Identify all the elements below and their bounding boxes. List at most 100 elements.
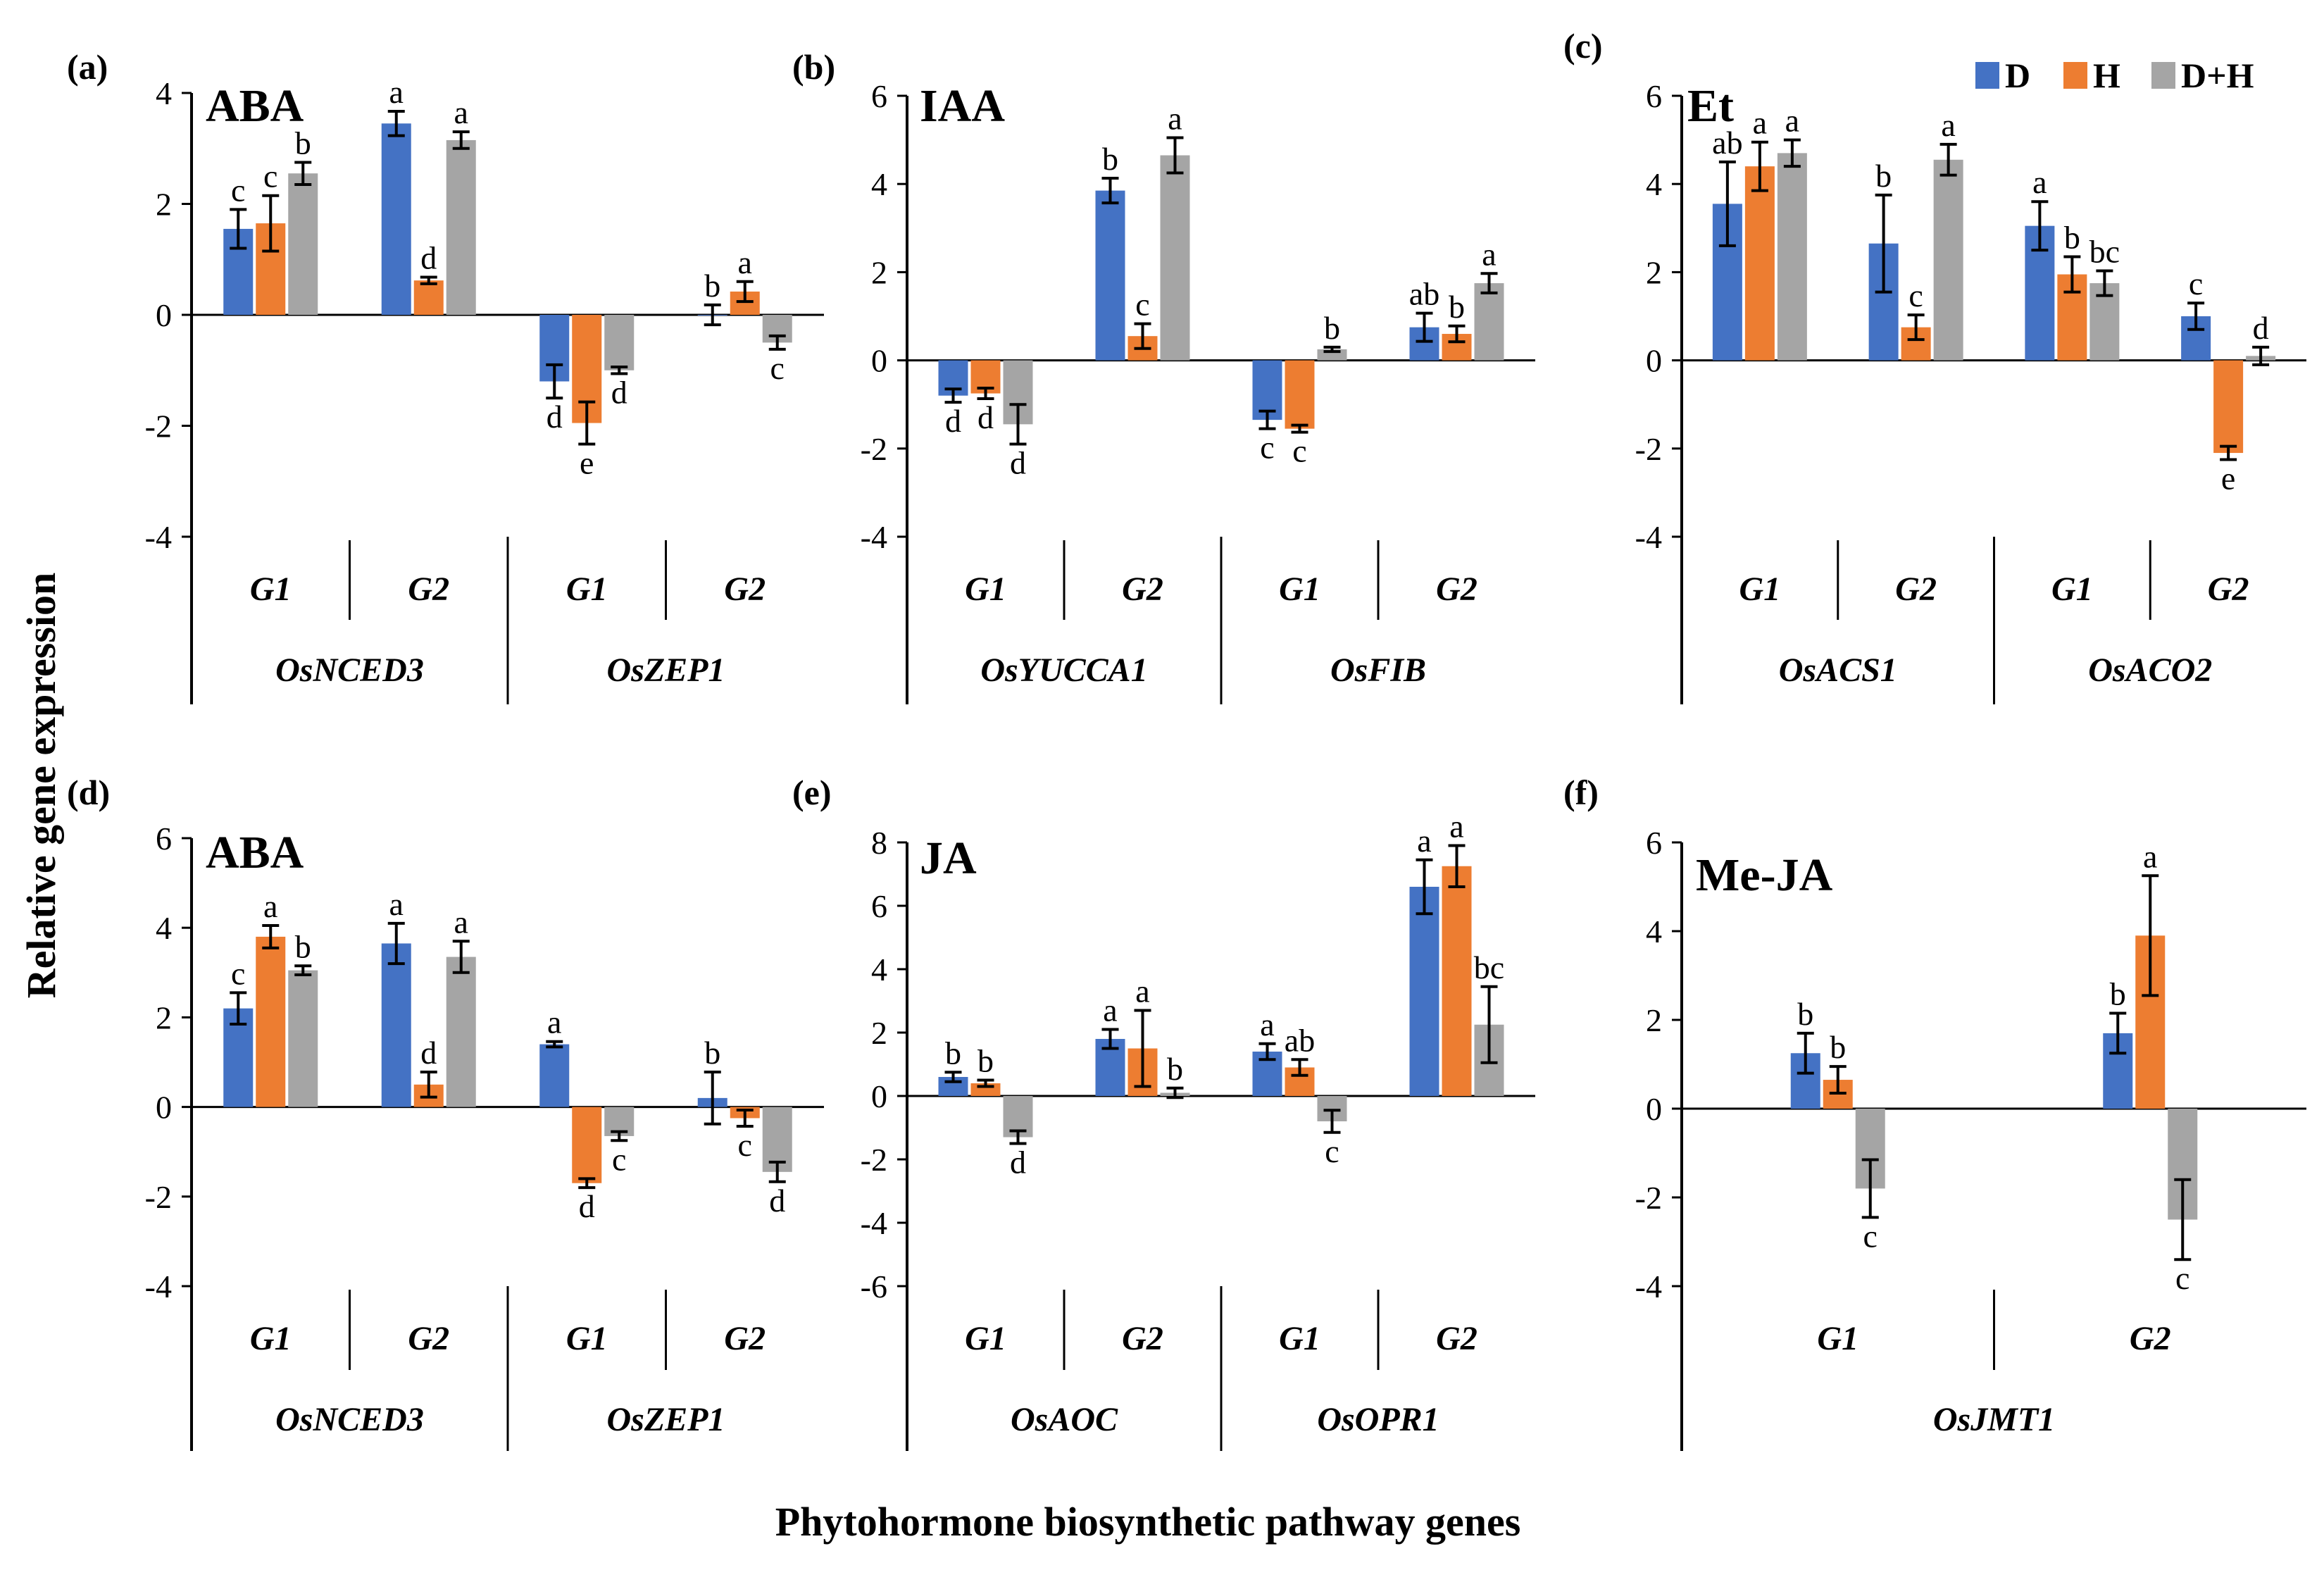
y-tick-label: 2	[871, 254, 887, 290]
y-tick-label: -2	[145, 409, 172, 444]
category-label: G2	[408, 571, 449, 608]
y-tick-label: -4	[1635, 1269, 1662, 1304]
y-tick-label: 2	[1646, 254, 1662, 290]
y-tick-label: 4	[156, 910, 172, 946]
significance-letter: b	[1875, 158, 1892, 194]
significance-letter: a	[263, 888, 277, 924]
y-tick-label: -4	[145, 1269, 172, 1304]
significance-letter: ab	[1712, 125, 1742, 161]
y-tick-label: -2	[861, 1142, 887, 1178]
significance-letter: b	[704, 268, 720, 304]
y-tick-label: 0	[871, 343, 887, 379]
y-tick-label: 0	[156, 297, 172, 333]
bar-h	[413, 280, 444, 315]
category-label: G2	[1122, 1320, 1163, 1357]
significance-letter: a	[1449, 809, 1463, 845]
significance-letter: a	[547, 1004, 561, 1040]
bar-dplush	[1160, 155, 1190, 361]
hormone-title: Et	[1687, 80, 1734, 132]
significance-letter: a	[454, 94, 468, 130]
significance-letter: c	[612, 1141, 626, 1177]
bar-h	[572, 1107, 602, 1183]
y-tick-label: -6	[861, 1269, 887, 1304]
gene-label: OsNCED3	[275, 652, 424, 689]
legend-label: D+H	[2181, 56, 2254, 95]
y-tick-label: 6	[871, 888, 887, 924]
bar-dplush	[1777, 153, 1807, 361]
legend-swatch	[2063, 62, 2087, 89]
significance-letter: a	[1168, 100, 1182, 136]
y-tick-label: 2	[156, 999, 172, 1035]
significance-letter: d	[579, 1188, 595, 1224]
significance-letter: bc	[1474, 949, 1504, 985]
gene-label: OsACO2	[2088, 652, 2212, 689]
gene-label: OsOPR1	[1317, 1401, 1439, 1438]
y-tick-label: 2	[871, 1015, 887, 1051]
significance-letter: c	[263, 158, 277, 194]
significance-letter: b	[977, 1043, 994, 1079]
legend-label: H	[2093, 56, 2120, 95]
bar-h	[256, 936, 286, 1107]
category-label: G1	[1817, 1320, 1858, 1357]
panel-label: (d)	[67, 773, 110, 812]
y-tick-label: 0	[156, 1090, 172, 1126]
gene-label: OsZEP1	[607, 1401, 725, 1438]
category-label: G1	[2051, 571, 2093, 608]
significance-letter: e	[580, 444, 594, 480]
panel-label: (b)	[792, 47, 835, 87]
bar-dplush	[446, 957, 476, 1107]
significance-letter: d	[1010, 445, 1026, 481]
category-label: G1	[566, 571, 608, 608]
significance-letter: d	[1010, 1145, 1026, 1180]
significance-letter: c	[738, 1127, 752, 1163]
y-tick-label: -2	[1635, 1180, 1662, 1216]
y-tick-label: 6	[1646, 78, 1662, 114]
bar-h	[1442, 866, 1472, 1096]
significance-letter: d	[2253, 310, 2269, 346]
category-label: G1	[965, 1320, 1006, 1357]
bar-dplush	[446, 139, 476, 315]
category-label: G2	[2208, 571, 2249, 608]
category-label: G1	[566, 1320, 608, 1357]
significance-letter: c	[231, 955, 245, 991]
category-label: G2	[408, 1320, 449, 1357]
y-tick-label: 4	[871, 952, 887, 988]
significance-letter: b	[2110, 976, 2126, 1012]
significance-letter: a	[2143, 838, 2157, 874]
significance-letter: a	[1785, 103, 1799, 139]
bar-dplush	[1933, 159, 1963, 361]
category-label: G2	[1436, 571, 1478, 608]
significance-letter: b	[1167, 1051, 1183, 1087]
significance-letter: ab	[1409, 276, 1439, 312]
x-axis-title: Phytohormone biosynthetic pathway genes	[775, 1499, 1521, 1545]
bar-h	[1285, 360, 1315, 429]
significance-letter: c	[770, 350, 785, 386]
significance-letter: b	[945, 1035, 961, 1071]
bar-d	[381, 123, 411, 315]
significance-letter: a	[1941, 107, 1955, 143]
significance-letter: c	[1135, 287, 1149, 323]
y-tick-label: -2	[145, 1179, 172, 1215]
significance-letter: b	[295, 125, 311, 161]
significance-letter: b	[295, 928, 311, 964]
significance-letter: c	[1908, 278, 1923, 313]
significance-letter: a	[1135, 973, 1149, 1009]
significance-letter: b	[2064, 219, 2080, 255]
significance-letter: a	[1103, 992, 1117, 1028]
y-tick-label: 2	[1646, 1002, 1662, 1038]
bar-d	[381, 943, 411, 1107]
y-tick-label: 8	[871, 825, 887, 861]
significance-letter: c	[231, 172, 245, 208]
category-label: G2	[2130, 1320, 2171, 1357]
significance-letter: a	[738, 244, 752, 280]
category-label: G2	[1436, 1320, 1478, 1357]
gene-label: OsZEP1	[607, 652, 725, 689]
legend: D H D+H	[1975, 56, 2254, 95]
panel-label: (f)	[1563, 773, 1599, 812]
category-label: G1	[965, 571, 1006, 608]
